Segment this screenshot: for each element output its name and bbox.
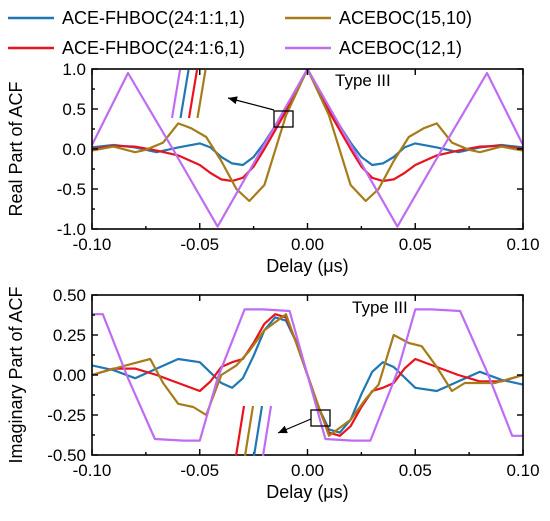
legend-label-ace-fhboc-24-1-6-1: ACE-FHBOC(24:1:6,1): [62, 38, 245, 58]
real-y-axis-title: Real Part of ACF: [6, 81, 26, 216]
real-zoom-box: [273, 110, 294, 128]
imag-xtick-label: 0.00: [291, 461, 324, 480]
real-inset-stroke-ace-fhboc-24-1-6-1: [187, 69, 199, 119]
imag-ytick-label: 0.50: [53, 286, 86, 305]
real-ytick-label: 0.0: [62, 140, 86, 159]
real-ytick-label: 0.5: [62, 100, 86, 119]
real-series-ace-fhboc-24-1-1-1: [92, 69, 523, 167]
imag-xtick-label: -0.10: [73, 461, 112, 480]
imag-xtick-label: 0.10: [506, 461, 539, 480]
imag-series-group: [92, 308, 523, 442]
imag-ytick-label: 0.00: [53, 366, 86, 385]
real-inset-stroke-aceboc-15-10: [196, 69, 207, 119]
legend-label-aceboc-15-10: ACEBOC(15,10): [339, 8, 472, 28]
real-ytick-label: -0.5: [57, 180, 86, 199]
imag-y-axis-title: Imaginary Part of ACF: [6, 286, 26, 463]
real-xtick-label: 0.10: [506, 235, 539, 254]
real-xtick-label: 0.05: [399, 235, 432, 254]
imag-series-aceboc-12-1: [92, 308, 523, 442]
legend: ACE-FHBOC(24:1:1,1) ACEBOC(15,10) ACE-FHBO…: [8, 8, 472, 58]
imag-ytick-label: -0.50: [47, 446, 86, 465]
imag-xtick-label: -0.05: [180, 461, 219, 480]
real-xtick-label: -0.05: [180, 235, 219, 254]
real-series-aceboc-12-1: [92, 69, 523, 228]
imag-type-annotation: Type III: [352, 298, 408, 317]
real-plot-frame: [91, 68, 524, 230]
imag-ytick-label: -0.25: [47, 406, 86, 425]
real-type-annotation: Type III: [335, 71, 391, 90]
real-ytick-label: -1.0: [57, 220, 86, 239]
imag-inset-stroke-aceboc-12-1: [261, 405, 273, 457]
real-ytick-label: 1.0: [62, 60, 86, 79]
imag-zoom-arrowhead: [278, 425, 288, 434]
real-inset-stroke-ace-fhboc-24-1-1-1: [179, 69, 190, 119]
real-xtick-label: -0.10: [73, 235, 112, 254]
imag-x-axis-title: Delay (μs): [266, 482, 348, 502]
legend-label-ace-fhboc-24-1-1-1: ACE-FHBOC(24:1:1,1): [62, 8, 245, 28]
real-series-group: [92, 69, 523, 228]
real-series-ace-fhboc-24-1-6-1: [92, 69, 523, 183]
imag-zoom-box: [310, 409, 331, 427]
imag-inset-stroke-ace-fhboc-24-1-6-1: [234, 405, 246, 457]
real-inset-stroke-aceboc-12-1: [170, 69, 182, 119]
imag-inset-stroke-aceboc-15-10: [243, 405, 255, 457]
imag-inset-stroke-ace-fhboc-24-1-1-1: [252, 405, 264, 457]
real-part-panel: -0.10 -0.05 0.00 0.05 0.10 -1.0 -0.5 0.0 0.5 1.0 D…: [6, 60, 540, 276]
imaginary-part-panel: -0.10 -0.05 0.00 0.05 0.10 -0.50 -0.25 0.00 0.25…: [6, 286, 540, 502]
real-series-aceboc-15-10: [92, 69, 523, 203]
imag-ytick-label: 0.25: [53, 326, 86, 345]
legend-label-aceboc-12-1: ACEBOC(12,1): [339, 38, 462, 58]
real-x-axis-title: Delay (μs): [266, 256, 348, 276]
real-zoom-arrowhead: [228, 96, 238, 105]
real-xtick-label: 0.00: [291, 235, 324, 254]
imag-xtick-label: 0.05: [399, 461, 432, 480]
